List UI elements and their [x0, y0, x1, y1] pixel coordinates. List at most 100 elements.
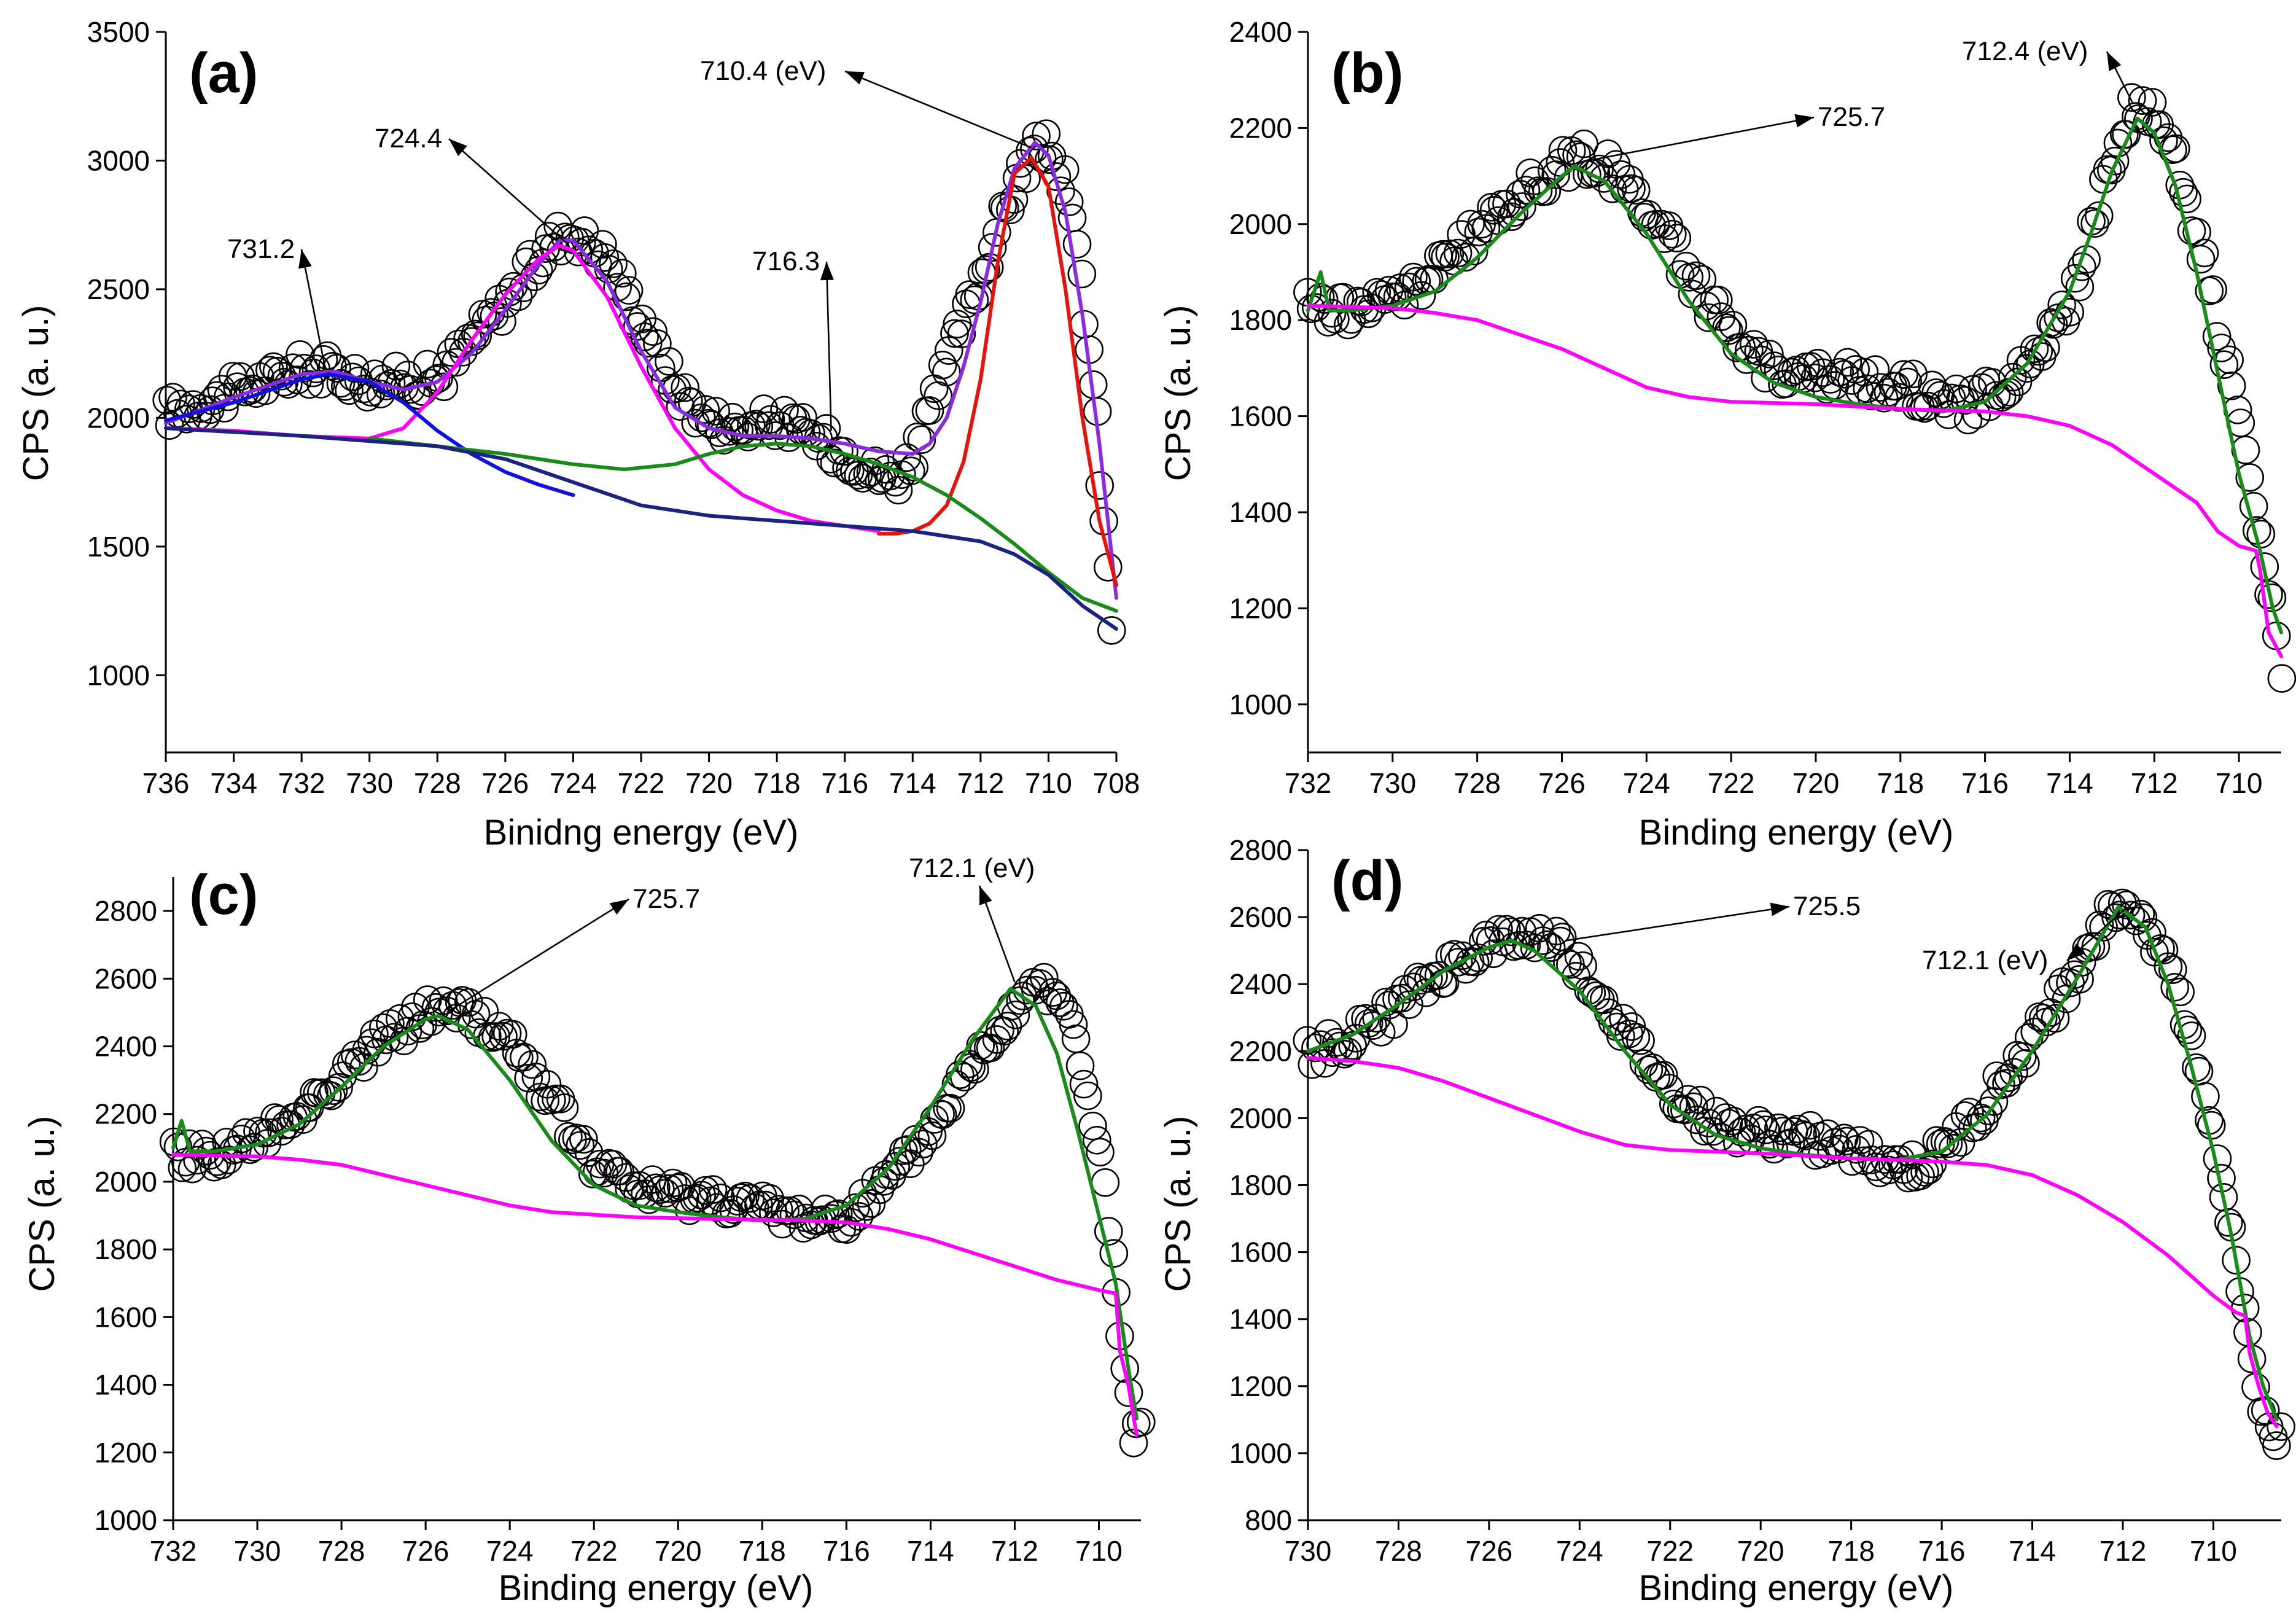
y-tick-label: 2600 [95, 962, 157, 994]
y-axis-title: CPS (a. u.) [16, 305, 56, 482]
y-tick-label: 1400 [95, 1369, 157, 1401]
data-point [574, 235, 604, 265]
data-point [2112, 120, 2141, 149]
data-point [1520, 166, 1549, 195]
data-point [2024, 337, 2053, 366]
annotation-label: 725.7 [1818, 102, 1885, 132]
data-point [1606, 160, 1636, 189]
x-tick-label: 726 [402, 1535, 449, 1567]
panel-label: (b) [1331, 42, 1403, 104]
data-point [1570, 129, 1598, 158]
data-point [1915, 1155, 1944, 1184]
annotation-arrow-head [298, 249, 312, 269]
data-point [2158, 955, 2187, 984]
data-point [2036, 308, 2065, 337]
x-tick-label: 724 [486, 1535, 534, 1567]
x-tick-label: 728 [414, 767, 461, 799]
data-point [322, 354, 351, 383]
data-point [614, 276, 644, 305]
y-tick-label: 3500 [87, 16, 150, 48]
y-tick-label: 2000 [87, 402, 150, 434]
annotation-label: 725.5 [1793, 891, 1861, 921]
x-axis-title: Binding energy (eV) [1639, 813, 1954, 853]
series-line [164, 426, 1118, 631]
series-line [171, 986, 1139, 1421]
data-point [2195, 276, 2224, 305]
annotation-arrow-head [2107, 52, 2122, 71]
x-tick-label: 728 [1375, 1535, 1422, 1567]
data-point [1329, 1039, 1359, 1069]
data-point [1097, 616, 1126, 645]
data-point [429, 372, 459, 402]
data-point [514, 1064, 543, 1093]
data-point [1414, 964, 1443, 993]
x-tick-label: 736 [142, 767, 190, 799]
data-point [691, 395, 720, 424]
series-line [164, 141, 1118, 600]
data-point [1094, 1217, 1123, 1246]
data-point [1755, 340, 1784, 369]
y-tick-label: 1000 [1229, 689, 1292, 720]
data-point [488, 307, 516, 336]
x-tick-label: 710 [2190, 1535, 2237, 1567]
series-line [1306, 905, 2279, 1422]
data-point [203, 1147, 232, 1176]
series-line [1306, 303, 2283, 658]
data-point [928, 350, 957, 380]
data-point [2262, 1431, 2291, 1460]
data-point [1086, 1138, 1115, 1167]
data-point [421, 993, 451, 1022]
data-point [2047, 291, 2076, 319]
data-point [1649, 1061, 1678, 1090]
data-point [470, 997, 499, 1026]
data-point [1866, 373, 1895, 402]
data-point [1796, 1111, 1825, 1140]
annotation-label: 712.4 (eV) [1962, 36, 2088, 66]
data-point [1054, 187, 1084, 216]
data-point [1045, 988, 1075, 1017]
data-point [2065, 272, 2095, 302]
data-point [1061, 1025, 1091, 1053]
y-tick-label: 2600 [1229, 901, 1292, 933]
data-point [260, 1103, 289, 1132]
data-point [820, 448, 849, 478]
data-point [2008, 1042, 2037, 1071]
x-tick-label: 726 [1466, 1535, 1513, 1567]
annotation-label: 725.7 [632, 884, 700, 914]
data-point [1788, 1120, 1817, 1149]
data-point [1894, 1163, 1923, 1193]
y-tick-label: 2000 [95, 1166, 157, 1198]
annotation-arrow-head [845, 71, 865, 85]
y-axis-title: CPS (a. u.) [22, 1116, 62, 1292]
y-axis-title: CPS (a. u.) [1158, 1116, 1198, 1292]
data-point [324, 1072, 353, 1102]
data-point [1686, 1085, 1715, 1115]
data-point [569, 1125, 598, 1154]
data-point [2041, 1004, 2070, 1033]
data-point [634, 329, 663, 358]
y-tick-label: 1000 [87, 659, 150, 691]
data-point [960, 1055, 989, 1084]
annotation-arrow [1582, 116, 1815, 163]
data-point [1874, 1155, 1903, 1185]
y-tick-label: 2200 [95, 1098, 157, 1130]
series-line [164, 372, 575, 498]
data-point [1548, 136, 1578, 165]
y-tick-label: 1600 [1229, 1236, 1292, 1268]
x-tick-label: 720 [1737, 1535, 1784, 1567]
data-point [289, 353, 319, 383]
series-line [171, 1152, 1139, 1438]
y-tick-label: 2800 [95, 895, 157, 927]
x-tick-label: 716 [823, 1535, 870, 1567]
annotation-arrow [844, 70, 1032, 149]
data-point [2105, 900, 2134, 930]
data-point [340, 354, 370, 383]
data-point [2138, 88, 2167, 117]
data-point [2239, 491, 2268, 521]
data-point [1994, 1063, 2023, 1092]
x-tick-label: 718 [739, 1535, 786, 1567]
data-point [892, 1135, 922, 1164]
data-point [2235, 463, 2264, 492]
data-point [1073, 1081, 1102, 1111]
y-tick-label: 1400 [1229, 1303, 1292, 1335]
